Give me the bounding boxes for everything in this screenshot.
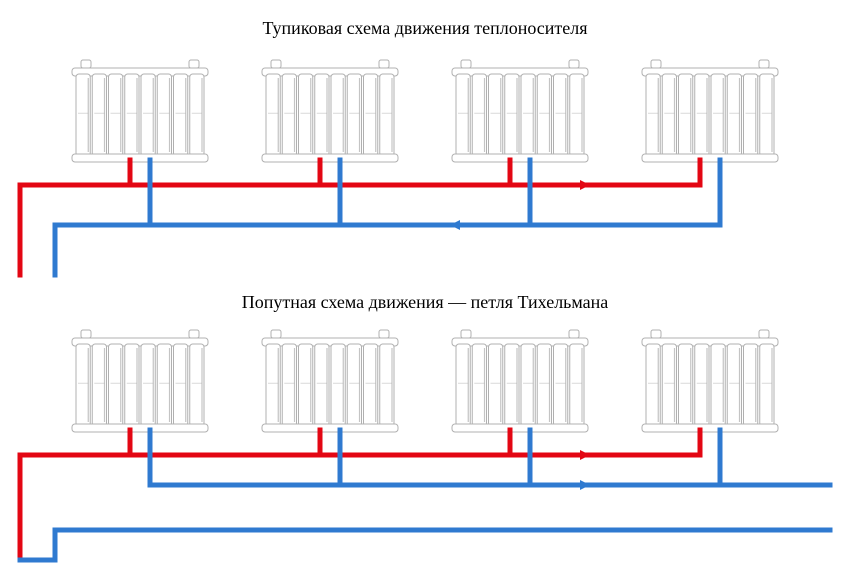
return-main — [55, 225, 720, 275]
radiator-4 — [642, 60, 778, 162]
radiator-1 — [72, 330, 208, 432]
scheme-tichelmann — [0, 320, 850, 570]
radiator-4 — [642, 330, 778, 432]
radiator-1 — [72, 60, 208, 162]
radiator-2 — [262, 330, 398, 432]
flow-arrow — [560, 450, 590, 460]
flow-arrow — [560, 480, 590, 490]
supply-main — [20, 455, 700, 560]
loop-lower — [20, 530, 830, 560]
title-top: Тупиковая схема движения теплоносителя — [0, 18, 850, 39]
flow-arrow — [560, 180, 590, 190]
radiator-3 — [452, 60, 588, 162]
radiator-2 — [262, 60, 398, 162]
title-bottom: Попутная схема движения — петля Тихельма… — [0, 292, 850, 313]
supply-main — [20, 185, 700, 275]
radiator-3 — [452, 330, 588, 432]
flow-arrow — [450, 220, 480, 230]
scheme-dead-end — [0, 50, 850, 280]
